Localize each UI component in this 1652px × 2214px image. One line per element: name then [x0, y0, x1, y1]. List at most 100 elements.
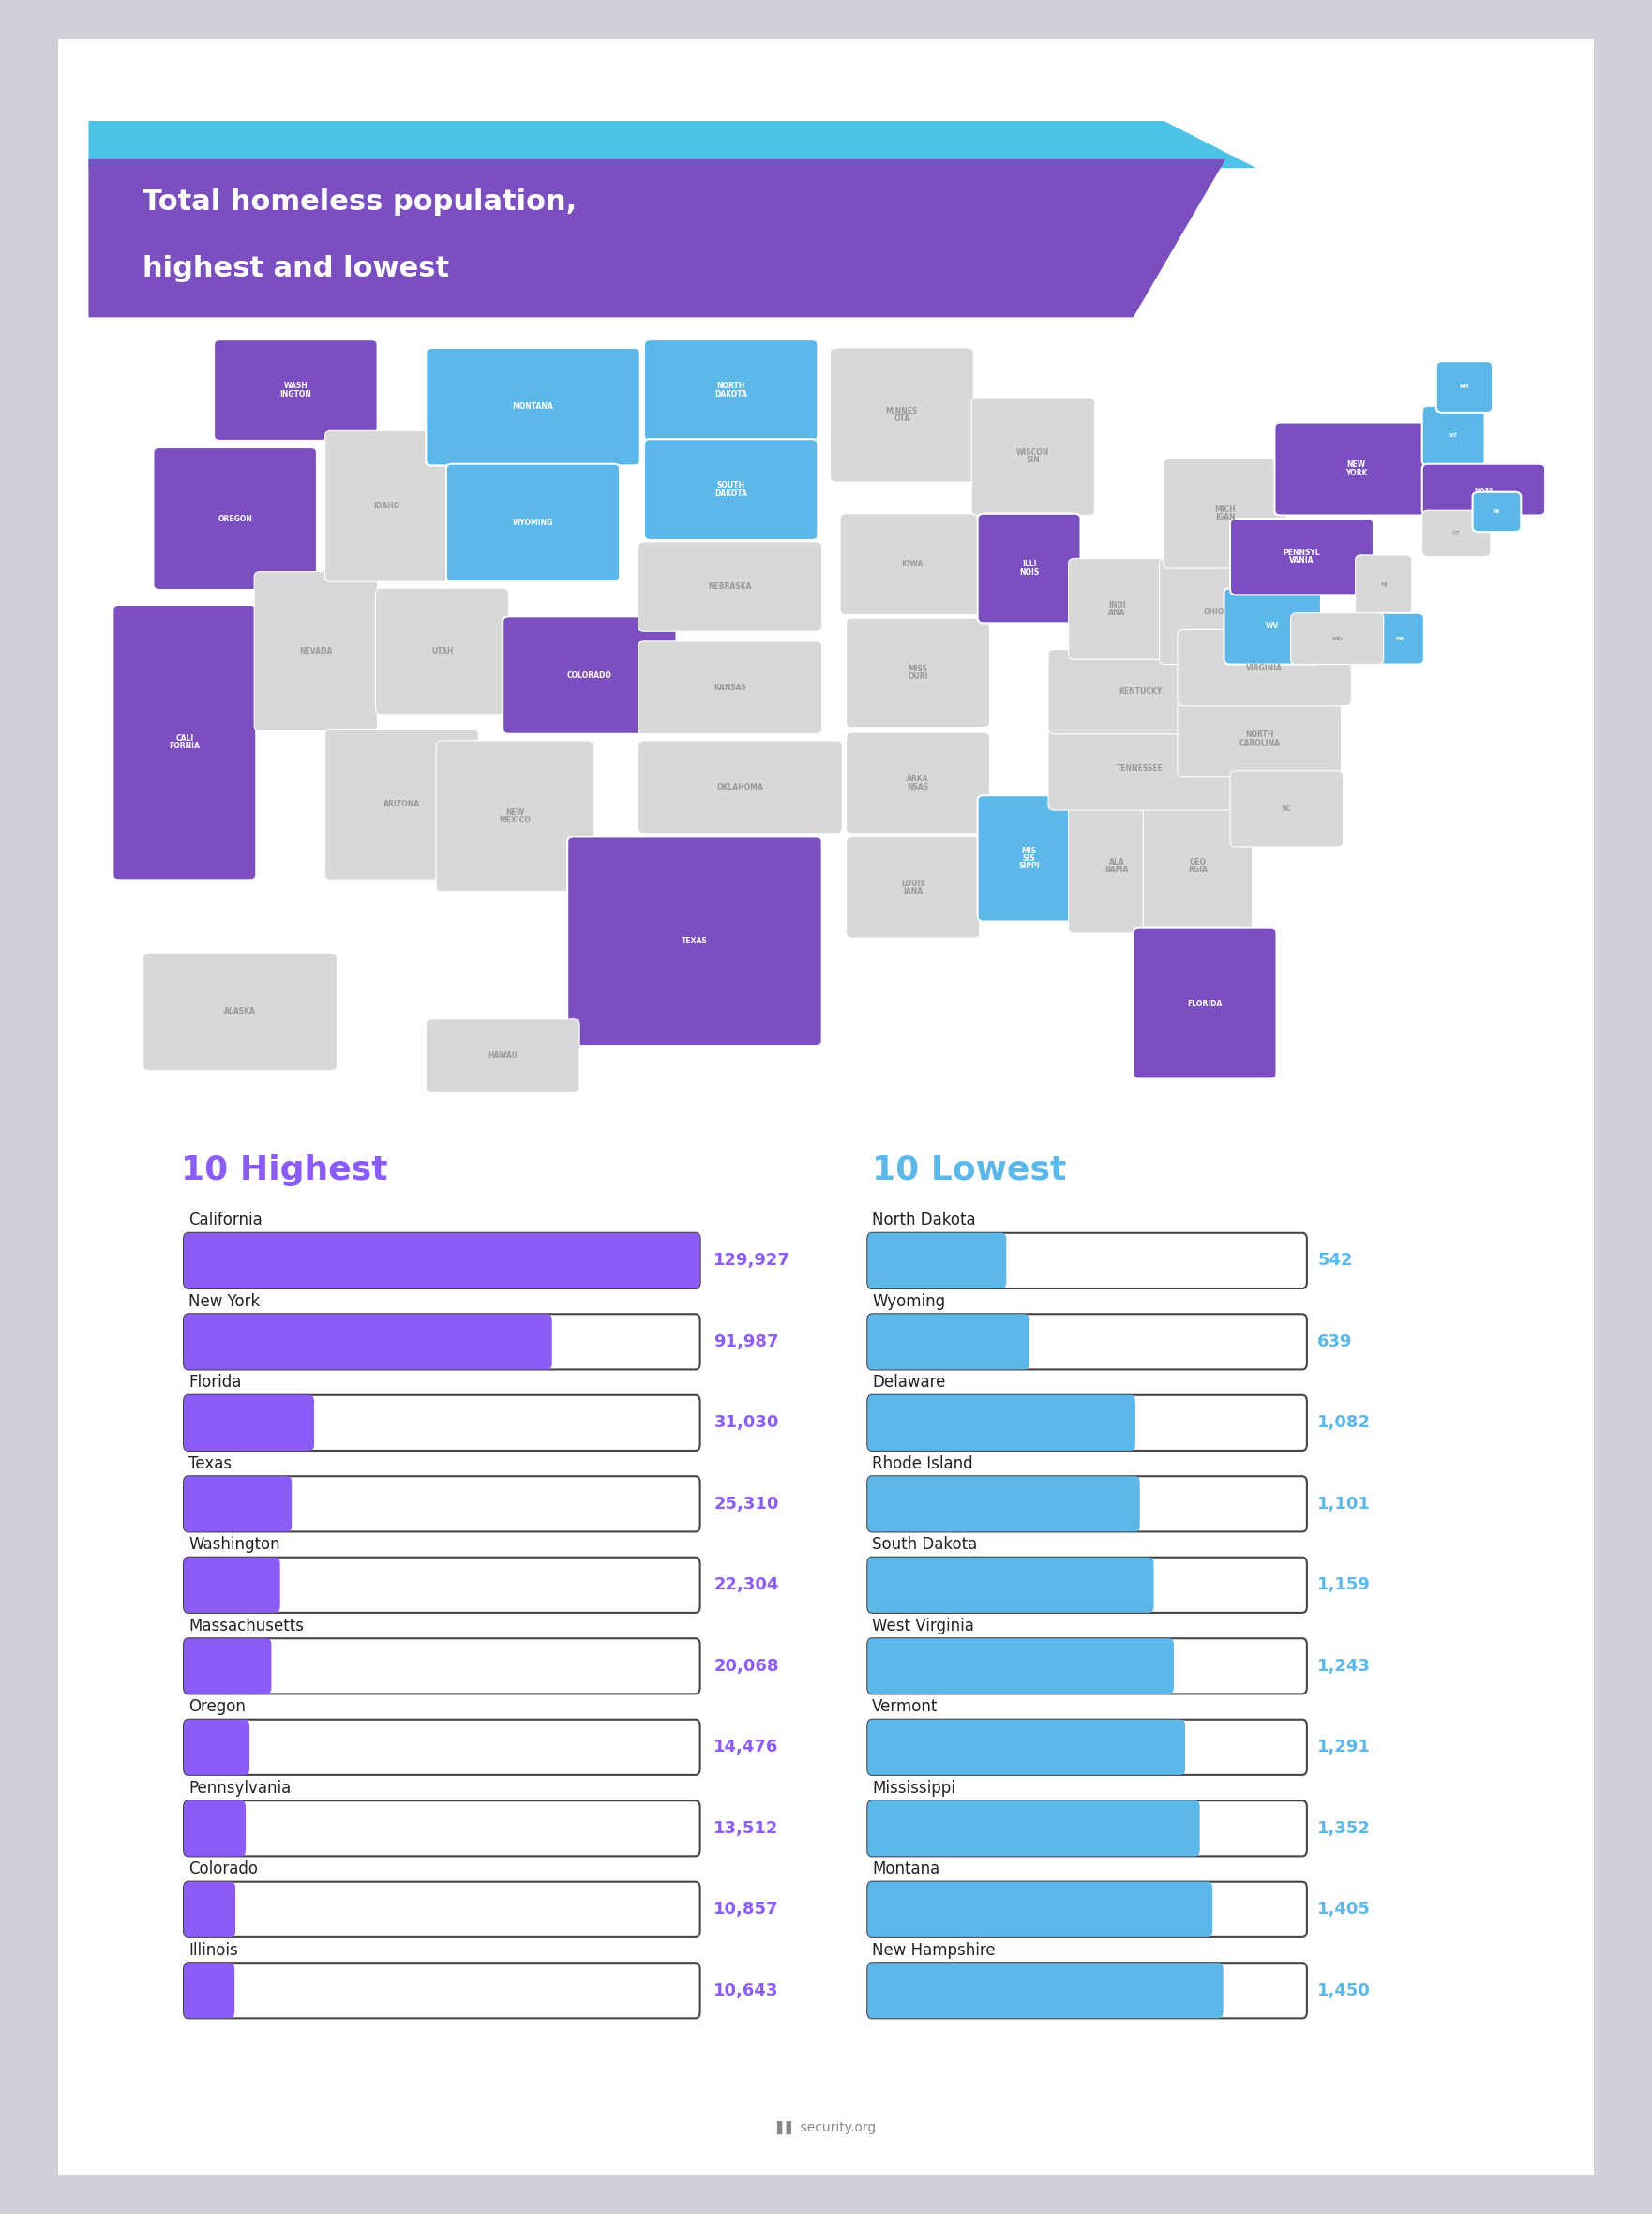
- FancyBboxPatch shape: [867, 1720, 1307, 1776]
- FancyBboxPatch shape: [183, 1882, 235, 1937]
- FancyBboxPatch shape: [40, 13, 1612, 2201]
- Text: MD: MD: [1332, 635, 1343, 642]
- FancyBboxPatch shape: [1290, 613, 1384, 664]
- FancyBboxPatch shape: [567, 837, 823, 1045]
- Text: LOUIS
IANA: LOUIS IANA: [900, 879, 925, 894]
- Text: 10,643: 10,643: [714, 1982, 778, 1999]
- Text: 1,243: 1,243: [1318, 1658, 1371, 1674]
- FancyBboxPatch shape: [183, 1638, 700, 1694]
- FancyBboxPatch shape: [1422, 405, 1485, 465]
- FancyBboxPatch shape: [89, 328, 1563, 1107]
- Text: ARKA
NSAS: ARKA NSAS: [907, 775, 928, 790]
- Text: TEXAS: TEXAS: [682, 937, 707, 945]
- FancyBboxPatch shape: [867, 1800, 1199, 1855]
- Text: Illinois: Illinois: [188, 1942, 238, 1959]
- FancyBboxPatch shape: [183, 1315, 700, 1370]
- Text: 542: 542: [1318, 1253, 1353, 1269]
- Text: SC: SC: [1282, 804, 1292, 813]
- Text: Texas: Texas: [188, 1455, 231, 1472]
- Text: NORTH
CAROLINA: NORTH CAROLINA: [1239, 731, 1280, 746]
- Text: WYOMING: WYOMING: [512, 518, 553, 527]
- FancyBboxPatch shape: [867, 1882, 1307, 1937]
- Text: 1,405: 1,405: [1318, 1902, 1371, 1917]
- FancyBboxPatch shape: [1376, 613, 1424, 664]
- Polygon shape: [89, 122, 1256, 168]
- FancyBboxPatch shape: [1422, 509, 1490, 556]
- Text: 639: 639: [1318, 1333, 1353, 1351]
- Text: ARIZONA: ARIZONA: [383, 799, 420, 808]
- Text: NEW
YORK: NEW YORK: [1345, 461, 1368, 476]
- FancyBboxPatch shape: [867, 1638, 1307, 1694]
- FancyBboxPatch shape: [1069, 558, 1165, 660]
- FancyBboxPatch shape: [638, 542, 823, 631]
- FancyBboxPatch shape: [436, 742, 593, 892]
- FancyBboxPatch shape: [183, 1964, 235, 2019]
- FancyBboxPatch shape: [1436, 361, 1493, 412]
- FancyBboxPatch shape: [183, 1800, 246, 1855]
- Text: DE: DE: [1396, 635, 1404, 642]
- FancyBboxPatch shape: [183, 1477, 292, 1532]
- FancyBboxPatch shape: [426, 348, 639, 465]
- FancyBboxPatch shape: [183, 1882, 700, 1937]
- Text: California: California: [188, 1211, 263, 1229]
- FancyBboxPatch shape: [867, 1720, 1184, 1776]
- FancyBboxPatch shape: [502, 615, 676, 735]
- Text: 13,512: 13,512: [714, 1820, 778, 1838]
- FancyBboxPatch shape: [867, 1556, 1153, 1612]
- Text: OHIO: OHIO: [1203, 607, 1224, 615]
- Text: WASH
INGTON: WASH INGTON: [279, 383, 312, 399]
- FancyBboxPatch shape: [183, 1477, 700, 1532]
- Text: TENNESSEE: TENNESSEE: [1117, 764, 1163, 773]
- FancyBboxPatch shape: [867, 1233, 1307, 1289]
- FancyBboxPatch shape: [644, 438, 818, 540]
- FancyBboxPatch shape: [112, 604, 256, 879]
- Text: WISCON
SIN: WISCON SIN: [1016, 447, 1049, 465]
- Text: ALASKA: ALASKA: [225, 1007, 256, 1016]
- FancyBboxPatch shape: [144, 952, 337, 1072]
- Text: Massachusetts: Massachusetts: [188, 1616, 304, 1634]
- FancyBboxPatch shape: [325, 432, 448, 582]
- Text: OKLAHOMA: OKLAHOMA: [717, 784, 763, 790]
- Text: Colorado: Colorado: [188, 1860, 258, 1877]
- Text: VT: VT: [1449, 434, 1457, 438]
- Text: IDAHO: IDAHO: [373, 503, 400, 511]
- FancyBboxPatch shape: [183, 1315, 552, 1370]
- FancyBboxPatch shape: [154, 447, 317, 589]
- FancyBboxPatch shape: [446, 465, 620, 582]
- FancyBboxPatch shape: [867, 1556, 1307, 1612]
- FancyBboxPatch shape: [638, 742, 843, 832]
- Text: KANSAS: KANSAS: [714, 684, 747, 693]
- Text: GEO
RGIA: GEO RGIA: [1188, 857, 1208, 875]
- FancyBboxPatch shape: [971, 399, 1095, 516]
- Text: Mississippi: Mississippi: [872, 1780, 955, 1796]
- Text: South Dakota: South Dakota: [872, 1537, 978, 1552]
- FancyBboxPatch shape: [183, 1556, 281, 1612]
- FancyBboxPatch shape: [1231, 518, 1373, 596]
- FancyBboxPatch shape: [213, 339, 377, 441]
- Text: New York: New York: [188, 1293, 259, 1311]
- Text: RI: RI: [1493, 509, 1500, 514]
- Text: 1,082: 1,082: [1318, 1415, 1371, 1430]
- FancyBboxPatch shape: [867, 1477, 1140, 1532]
- Text: ALA
BAMA: ALA BAMA: [1105, 857, 1128, 875]
- Text: Wyoming: Wyoming: [872, 1293, 945, 1311]
- FancyBboxPatch shape: [846, 733, 990, 832]
- FancyBboxPatch shape: [867, 1964, 1307, 2019]
- FancyBboxPatch shape: [183, 1638, 271, 1694]
- FancyBboxPatch shape: [375, 589, 509, 715]
- FancyBboxPatch shape: [183, 1395, 700, 1450]
- Text: 1,450: 1,450: [1318, 1982, 1371, 1999]
- FancyBboxPatch shape: [1224, 589, 1322, 664]
- FancyBboxPatch shape: [978, 795, 1080, 921]
- FancyBboxPatch shape: [841, 514, 983, 615]
- FancyBboxPatch shape: [183, 1720, 700, 1776]
- Text: MIS
SIS
SIPPI: MIS SIS SIPPI: [1018, 846, 1039, 870]
- FancyBboxPatch shape: [1178, 629, 1351, 706]
- Text: INDI
ANA: INDI ANA: [1108, 600, 1125, 618]
- Text: 31,030: 31,030: [714, 1415, 778, 1430]
- Text: 1,291: 1,291: [1318, 1738, 1371, 1756]
- Text: Total homeless population,: Total homeless population,: [142, 188, 577, 215]
- Text: Montana: Montana: [872, 1860, 940, 1877]
- Text: ILLI
NOIS: ILLI NOIS: [1019, 560, 1039, 576]
- Text: Rhode Island: Rhode Island: [872, 1455, 973, 1472]
